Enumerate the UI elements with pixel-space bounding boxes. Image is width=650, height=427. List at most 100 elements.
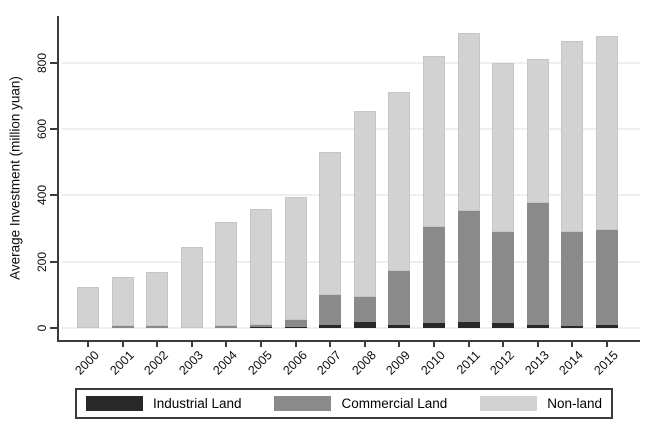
legend-label-industrial-land: Industrial Land <box>153 396 242 411</box>
bar-segment-industrial-land-2013 <box>526 325 549 328</box>
x-tick-2014 <box>571 342 574 347</box>
x-tick-2004 <box>225 342 228 347</box>
bar-segment-commercial-land-2006 <box>284 319 307 328</box>
x-tick-2006 <box>294 342 297 347</box>
x-tick-label-2004: 2004 <box>210 348 241 378</box>
legend-label-non-land: Non-land <box>547 396 602 411</box>
bar-segment-non-land-2010 <box>423 55 445 227</box>
x-tick-2009 <box>398 342 401 347</box>
bar-segment-non-land-2009 <box>388 92 411 272</box>
x-tick-label-2014: 2014 <box>556 348 587 378</box>
x-tick-2002 <box>156 342 159 347</box>
x-tick-2013 <box>536 342 539 347</box>
bar-segment-industrial-land-2006 <box>284 327 307 328</box>
legend-swatch-non-land <box>480 396 538 411</box>
bar-segment-industrial-land-2014 <box>561 325 584 328</box>
legend-label-commercial-land: Commercial Land <box>341 396 448 411</box>
bar-segment-commercial-land-2009 <box>388 271 411 326</box>
legend-entry-non-land: Non-land <box>480 396 602 411</box>
bar-segment-industrial-land-2008 <box>353 322 376 328</box>
gridline-y-800 <box>62 61 640 64</box>
x-tick-2008 <box>363 342 366 347</box>
bar-segment-commercial-land-2015 <box>596 230 618 325</box>
bar-segment-non-land-2005 <box>250 208 272 326</box>
x-tick-label-2010: 2010 <box>418 348 448 378</box>
y-axis-line <box>57 16 59 342</box>
bar-segment-commercial-land-2014 <box>561 231 584 326</box>
bar-segment-commercial-land-2004 <box>215 326 238 328</box>
bar-segment-non-land-2011 <box>457 32 480 211</box>
bar-segment-commercial-land-2008 <box>353 297 376 323</box>
bar-segment-non-land-2001 <box>111 276 134 327</box>
gridline-y-400 <box>62 194 640 197</box>
x-axis-line <box>57 340 640 342</box>
legend: Industrial Land Commercial Land Non-land <box>75 388 613 419</box>
legend-entry-industrial-land: Industrial Land <box>86 396 242 411</box>
x-tick-label-2013: 2013 <box>522 348 552 378</box>
bar-segment-industrial-land-2012 <box>492 323 515 328</box>
bar-segment-industrial-land-2011 <box>457 322 480 328</box>
bar-segment-commercial-land-2002 <box>146 326 169 328</box>
y-tick-0 <box>50 327 57 329</box>
x-tick-label-2003: 2003 <box>176 348 206 378</box>
bar-segment-commercial-land-2010 <box>423 226 445 324</box>
x-tick-label-2006: 2006 <box>279 348 310 378</box>
bar-segment-non-land-2003 <box>180 246 203 328</box>
gridline-y-600 <box>62 127 640 130</box>
bar-segment-non-land-2015 <box>596 36 618 231</box>
bar-segment-commercial-land-2001 <box>111 326 134 328</box>
bar-segment-non-land-2014 <box>561 41 584 232</box>
bar-segment-commercial-land-2013 <box>526 203 549 326</box>
bar-segment-commercial-land-2012 <box>492 232 515 324</box>
bar-segment-non-land-2012 <box>492 62 515 233</box>
legend-entry-commercial-land: Commercial Land <box>274 396 447 411</box>
x-tick-label-2007: 2007 <box>314 348 345 378</box>
x-tick-label-2005: 2005 <box>245 348 275 378</box>
bar-segment-non-land-2000 <box>77 286 99 328</box>
y-tick-200 <box>50 260 57 263</box>
bar-segment-commercial-land-2007 <box>319 294 342 325</box>
bar-segment-non-land-2007 <box>319 152 342 295</box>
bar-segment-industrial-land-2015 <box>596 324 618 328</box>
bar-segment-non-land-2013 <box>526 59 549 204</box>
x-tick-2011 <box>467 342 470 347</box>
y-tick-400 <box>50 194 57 197</box>
y-axis-title: Average Investment (million yuan) <box>7 76 23 280</box>
x-tick-2001 <box>121 342 124 347</box>
legend-swatch-industrial-land <box>86 396 143 411</box>
x-tick-2010 <box>433 342 435 347</box>
x-tick-2015 <box>606 342 608 347</box>
bar-segment-non-land-2008 <box>353 110 376 298</box>
plot-area <box>62 16 640 340</box>
y-tick-label-800: 800 <box>35 52 49 73</box>
x-tick-label-2012: 2012 <box>487 348 518 378</box>
y-tick-800 <box>50 61 57 64</box>
y-tick-label-0: 0 <box>35 324 49 332</box>
x-tick-2003 <box>190 342 193 347</box>
x-tick-2012 <box>502 342 505 347</box>
bar-segment-industrial-land-2009 <box>388 325 411 328</box>
x-tick-label-2009: 2009 <box>383 348 414 378</box>
bar-segment-non-land-2006 <box>284 196 307 320</box>
x-tick-label-2011: 2011 <box>453 348 483 377</box>
x-tick-label-2000: 2000 <box>72 348 102 378</box>
bar-segment-non-land-2004 <box>215 221 238 327</box>
gridline-y-200 <box>62 260 640 263</box>
y-tick-label-200: 200 <box>35 251 49 272</box>
bar-segment-commercial-land-2005 <box>250 325 272 328</box>
x-tick-label-2008: 2008 <box>349 348 379 378</box>
x-tick-label-2002: 2002 <box>141 348 172 378</box>
gridline-y-0 <box>62 327 640 329</box>
x-tick-2005 <box>260 342 262 347</box>
bar-segment-industrial-land-2005 <box>250 327 272 328</box>
y-tick-label-400: 400 <box>35 185 49 206</box>
bar-segment-commercial-land-2011 <box>457 210 480 323</box>
x-tick-label-2001: 2001 <box>106 348 137 378</box>
y-tick-label-600: 600 <box>35 118 49 139</box>
x-tick-2000 <box>87 342 89 347</box>
bar-segment-non-land-2002 <box>146 271 169 327</box>
x-tick-label-2015: 2015 <box>591 348 621 378</box>
y-tick-600 <box>50 127 57 130</box>
bar-segment-industrial-land-2010 <box>423 323 445 328</box>
